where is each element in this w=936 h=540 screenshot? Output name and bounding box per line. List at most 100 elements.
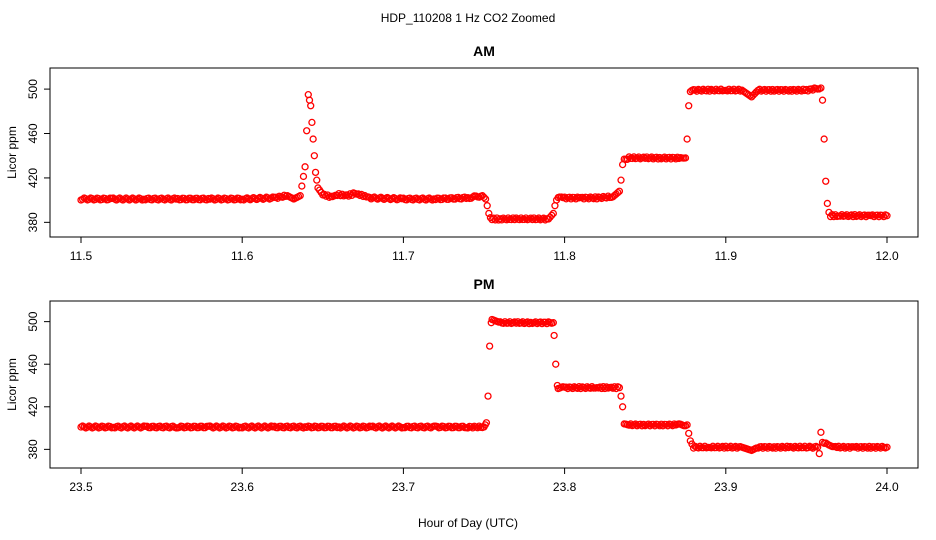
am-data-point [303,127,311,135]
pm-data-point [772,444,780,452]
am-data-point [868,211,877,219]
pm-x-tick-label: 23.5 [69,480,93,494]
pm-data-point [864,444,872,452]
pm-data-point [631,420,640,428]
am-y-tick-label: 460 [26,123,40,143]
pm-data-point [564,384,572,393]
am-y-tick-label: 420 [26,168,40,188]
am-data-point [560,193,569,201]
pm-data-point [865,442,873,451]
pm-data-point [683,421,691,429]
pm-data-point [602,383,611,391]
am-data-point [548,211,556,219]
pm-data-point [549,319,557,327]
am-data-point [510,215,519,224]
am-data-point [591,193,599,201]
pm-data-point [562,383,570,391]
am-data-point [630,153,638,161]
am-data-point [818,96,827,104]
am-data-point [817,84,825,92]
pm-data-point [814,443,822,451]
pm-data-point [872,444,880,452]
pm-data-point [569,384,577,393]
figure-x-axis-label: Hour of Day (UTC) [418,516,518,530]
am-data-point [880,212,888,221]
pm-data-point [506,318,514,326]
pm-data-point [720,444,728,452]
pm-data-point [499,319,507,327]
pm-data-point [639,420,648,429]
am-data-point [820,135,828,143]
pm-data-point [722,442,730,450]
am-data-point [617,176,625,184]
pm-data-point [834,442,843,450]
am-data-point [681,154,690,162]
am-data-point [822,177,830,185]
pm-x-tick-label: 23.6 [231,480,255,494]
am-data-point [309,135,317,143]
am-data-point [756,85,764,93]
pm-x-tick-label: 24.0 [875,480,899,494]
am-data-point [760,85,769,94]
am-data-point [311,168,320,177]
am-data-point [878,211,886,220]
pm-data-point [839,442,848,451]
am-data-point [549,209,557,218]
pm-data-point [531,318,540,326]
am-data-point [654,155,662,163]
pm-data-point [714,442,722,450]
pm-data-point [726,442,735,450]
pm-data-point [685,429,693,438]
am-data-point [836,212,844,220]
am-data-point [793,87,801,95]
pm-data-point [817,428,825,436]
am-y-axis-label: Licor ppm [5,126,19,179]
pm-data-point [484,392,492,400]
pm-x-tick-label: 23.7 [392,480,416,494]
pm-data-point [799,444,807,452]
pm-data-point [581,384,590,393]
am-data-point [498,216,506,224]
am-data-point [313,176,321,184]
am-data-point [535,214,543,222]
am-data-point [280,191,288,199]
am-x-tick-label: 11.7 [392,249,415,263]
am-data-point [883,212,891,220]
pm-data-point [789,444,798,452]
pm-data-point [794,444,802,452]
am-data-point [528,215,537,224]
am-data-point [643,153,651,161]
pm-data-point [552,360,560,368]
am-data-point [786,86,794,94]
am-data-point [615,187,624,195]
pm-data-point [757,442,765,451]
am-data-point [485,209,493,218]
am-data-point [301,163,309,171]
am-data-point [723,87,732,95]
am-x-tick-label: 11.5 [70,249,93,263]
am-data-point [310,152,318,160]
am-data-point [706,87,714,95]
pm-data-point [815,449,823,458]
pm-data-point [662,420,670,429]
pm-data-point [859,444,867,452]
am-data-point [481,195,490,203]
am-data-point [665,153,674,162]
pm-data-point [852,442,861,451]
am-data-point [773,85,782,94]
pm-data-point [469,424,477,432]
am-data-point [480,193,488,202]
am-data-point [648,153,656,161]
pm-data-point [618,403,627,411]
am-data-point [843,211,851,219]
pm-data-point [617,392,625,400]
figure-title: HDP_110208 1 Hz CO2 Zoomed [381,11,556,25]
am-data-point [823,199,832,208]
pm-data-point [668,422,677,430]
pm-data-point [783,442,791,450]
am-data-point [585,195,593,203]
pm-x-tick-label: 23.8 [553,480,577,494]
pm-data-point [770,443,778,451]
am-data-point [685,102,693,110]
am-data-point [780,87,788,95]
